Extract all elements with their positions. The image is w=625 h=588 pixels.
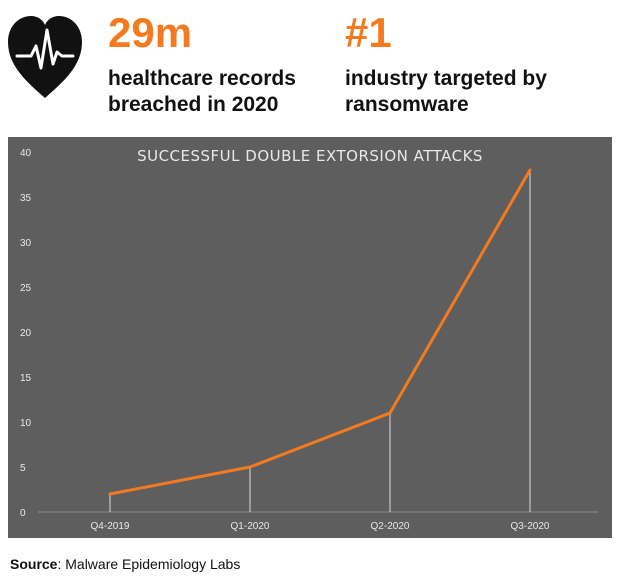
stat-records-line1: healthcare records: [108, 67, 296, 90]
stat-industry: #1 industry targeted by ransomware: [345, 12, 547, 118]
data-point-1: [248, 465, 252, 469]
y-tick-label-0: 0: [20, 508, 26, 519]
stat-records-value: 29m: [108, 9, 193, 56]
stat-industry-line1: industry targeted by: [345, 67, 547, 90]
stat-industry-desc: industry targeted by ransomware: [345, 66, 547, 118]
source-label: Source: [10, 556, 58, 572]
source-note: Source: Malware Epidemiology Labs: [10, 556, 240, 572]
data-point-3: [528, 168, 532, 172]
data-point-2: [388, 411, 392, 415]
chart-title: SUCCESSFUL DOUBLE EXTORSION ATTACKS: [137, 147, 483, 165]
stat-industry-line2: ransomware: [345, 93, 469, 116]
source-text: : Malware Epidemiology Labs: [57, 556, 241, 572]
y-tick-label-5: 25: [20, 283, 32, 294]
y-tick-label-8: 40: [20, 148, 32, 159]
stat-industry-value: #1: [345, 9, 392, 56]
x-tick-label-3: Q3-2020: [511, 521, 550, 532]
heart-pulse-icon: [8, 16, 82, 98]
y-tick-label-6: 30: [20, 238, 32, 249]
chart-svg: 0 5 10 15 20 25 30 35 40 Q4-2019 Q1-2020 Q2-2020 Q3-…: [20, 148, 598, 532]
y-tick-label-4: 20: [20, 328, 32, 339]
y-tick-label-2: 10: [20, 418, 32, 429]
chart: 0 5 10 15 20 25 30 35 40 Q4-2019 Q1-2020 Q2-2020 Q3-…: [8, 137, 612, 538]
series-line: [109, 169, 532, 496]
stat-records-line2: breached in 2020: [108, 93, 279, 116]
x-tick-label-2: Q2-2020: [371, 521, 410, 532]
stat-records-desc: healthcare records breached in 2020: [108, 66, 296, 118]
y-tick-label-7: 35: [20, 193, 32, 204]
stat-records: 29m healthcare records breached in 2020: [108, 12, 296, 118]
y-tick-label-1: 5: [20, 463, 26, 474]
x-tick-label-1: Q1-2020: [231, 521, 270, 532]
y-tick-label-3: 15: [20, 373, 32, 384]
x-tick-label-0: Q4-2019: [91, 521, 130, 532]
data-point-0: [108, 492, 112, 496]
